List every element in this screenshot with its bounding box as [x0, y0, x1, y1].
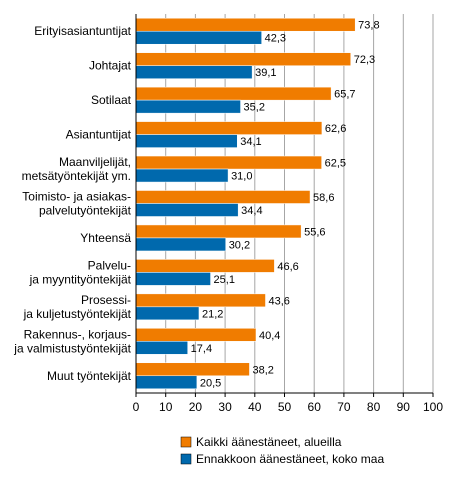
bar-all-voters [135, 17, 356, 32]
category-labels: Erityisasiantuntijat Johtajat Sotilaat Asia… [13, 24, 131, 383]
bar-advance-voters [135, 65, 253, 79]
data-label: 72,3 [354, 54, 375, 66]
bar-all-voters [135, 86, 332, 101]
x-tick-label: 70 [337, 400, 351, 414]
x-tick-label: 0 [133, 400, 140, 414]
category-label: Yhteensä [80, 231, 131, 245]
x-tick-label: 90 [397, 400, 411, 414]
bar-all-voters [135, 190, 311, 204]
bar-advance-voters [135, 99, 241, 114]
data-label: 46,6 [277, 261, 298, 273]
data-label: 58,6 [313, 192, 334, 204]
data-label: 38,2 [252, 364, 273, 376]
category-label: Erityisasiantuntijat [34, 24, 131, 38]
legend-swatch [180, 453, 192, 465]
category-label: ja kuljetustyöntekijät [23, 307, 132, 321]
category-label: Rakennus-, korjaus- [24, 327, 131, 341]
data-label: 39,1 [255, 67, 276, 79]
bar-advance-voters [135, 168, 229, 183]
bar-advance-voters [135, 272, 211, 286]
x-tick-label: 30 [218, 400, 232, 414]
data-label: 34,1 [240, 136, 261, 148]
data-label: 42,3 [265, 33, 286, 45]
bar-advance-voters [135, 237, 226, 252]
data-label: 55,6 [304, 226, 325, 238]
bar-all-voters [135, 259, 275, 273]
data-label: 62,6 [325, 123, 346, 135]
bar-advance-voters [135, 30, 262, 45]
data-label: 25,1 [214, 274, 235, 286]
data-label: 17,4 [191, 343, 212, 355]
category-label: Prosessi- [81, 293, 131, 307]
bar-all-voters [135, 224, 302, 239]
bar-all-voters [135, 52, 351, 66]
data-label: 43,6 [268, 295, 289, 307]
x-tick-label: 60 [308, 400, 322, 414]
data-label: 31,0 [231, 171, 252, 183]
category-label: ja valmistustyöntekijät [13, 341, 131, 355]
x-tick-label: 50 [278, 400, 292, 414]
category-label: Asiantuntijat [66, 128, 132, 142]
bar-advance-voters [135, 375, 198, 390]
category-label: Toimisto- ja asiakas- [22, 190, 131, 204]
bars: 73,8 42,3 72,3 39,1 65,7 35,2 62,6 34,1 62,5 31,0… [135, 17, 380, 390]
data-label: 73,8 [358, 20, 379, 32]
x-axis: 0 10 20 30 40 50 60 70 80 90 100 [133, 14, 443, 414]
data-label: 21,2 [202, 308, 223, 320]
bar-advance-voters [135, 134, 238, 148]
category-label: Palvelu- [88, 258, 131, 272]
category-label: Muut työntekijät [47, 369, 132, 383]
legend-swatch [180, 436, 192, 448]
x-tick-label: 100 [423, 400, 443, 414]
category-label: palvelutyöntekijät [39, 204, 132, 218]
bar-advance-voters [135, 203, 239, 217]
bar-all-voters [135, 293, 266, 308]
bar-all-voters [135, 328, 257, 342]
data-label: 34,4 [241, 205, 262, 217]
legend: Kaikki äänestäneet, alueilla Ennakkoon ää… [180, 435, 384, 466]
bar-all-voters [135, 121, 323, 135]
category-label: Sotilaat [91, 93, 132, 107]
data-label: 62,5 [325, 158, 346, 170]
bar-all-voters [135, 362, 250, 377]
bar-all-voters [135, 155, 322, 170]
category-label: Maanviljelijät, [59, 155, 131, 169]
x-tick-label: 80 [367, 400, 381, 414]
category-label: metsätyöntekijät ym. [22, 169, 131, 183]
bar-advance-voters [135, 306, 200, 321]
x-tick-label: 40 [248, 400, 262, 414]
data-label: 40,4 [259, 330, 280, 342]
x-tick-label: 20 [189, 400, 203, 414]
data-label: 65,7 [334, 89, 355, 101]
category-label: ja myyntityöntekijät [29, 272, 132, 286]
legend-entry: Ennakkoon äänestäneet, koko maa [196, 452, 384, 466]
data-label: 35,2 [244, 102, 265, 114]
legend-entry: Kaikki äänestäneet, alueilla [196, 435, 342, 449]
x-tick-label: 10 [159, 400, 173, 414]
bar-advance-voters [135, 341, 188, 355]
category-label: Johtajat [89, 59, 132, 73]
data-label: 30,2 [229, 239, 250, 251]
data-label: 20,5 [200, 377, 221, 389]
